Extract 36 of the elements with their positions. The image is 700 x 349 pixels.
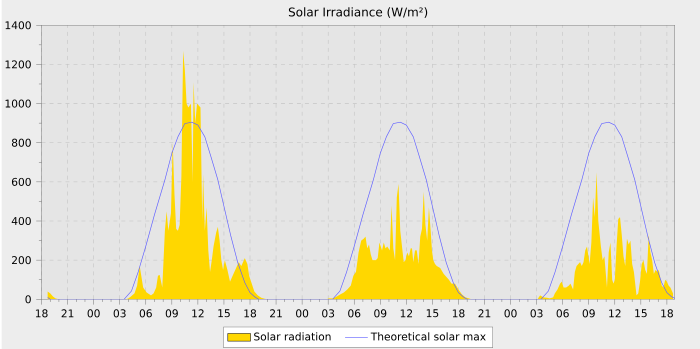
x-tick-label: 15 bbox=[218, 309, 230, 318]
x-tick-label: 09 bbox=[166, 309, 178, 318]
legend-label: Theoretical solar max bbox=[370, 332, 486, 340]
y-tick-label: 1200 bbox=[6, 60, 31, 68]
y-tick-label: 400 bbox=[12, 216, 31, 225]
chart-title: Solar Irradiance (W/m²) bbox=[288, 7, 428, 18]
x-tick-label: 00 bbox=[88, 309, 100, 318]
x-tick-label: 06 bbox=[348, 309, 360, 318]
x-tick-label: 21 bbox=[478, 309, 490, 318]
x-tick-label: 09 bbox=[374, 309, 386, 318]
x-tick-label: 03 bbox=[530, 309, 543, 318]
x-tick-label: 15 bbox=[426, 309, 438, 318]
x-tick-label: 18 bbox=[36, 309, 48, 318]
x-tick-label: 09 bbox=[582, 309, 595, 318]
y-tick-label: 1000 bbox=[6, 99, 31, 108]
x-tick-label: 12 bbox=[609, 309, 620, 318]
y-tick-label: 200 bbox=[12, 256, 31, 264]
legend-label: Solar radiation bbox=[254, 332, 331, 340]
y-tick-label: 800 bbox=[12, 138, 31, 147]
y-tick-label: 600 bbox=[12, 178, 31, 186]
x-tick-label: 18 bbox=[244, 309, 256, 318]
x-tick-label: 12 bbox=[192, 309, 204, 318]
y-tick-label: 1400 bbox=[6, 21, 31, 30]
y-tick-label: 0 bbox=[25, 295, 31, 304]
x-tick-label: 03 bbox=[114, 309, 126, 318]
x-tick-label: 00 bbox=[296, 309, 308, 318]
x-tick-label: 06 bbox=[556, 309, 569, 318]
x-tick-label: 06 bbox=[140, 309, 152, 318]
x-tick-label: 15 bbox=[635, 309, 647, 318]
x-tick-label: 18 bbox=[661, 309, 673, 318]
x-tick-label: 03 bbox=[322, 309, 334, 318]
x-tick-label: 00 bbox=[504, 309, 517, 318]
x-tick-label: 21 bbox=[62, 309, 74, 318]
x-tick-label: 21 bbox=[270, 309, 282, 318]
x-tick-label: 12 bbox=[400, 309, 412, 318]
x-tick-label: 18 bbox=[452, 309, 465, 318]
